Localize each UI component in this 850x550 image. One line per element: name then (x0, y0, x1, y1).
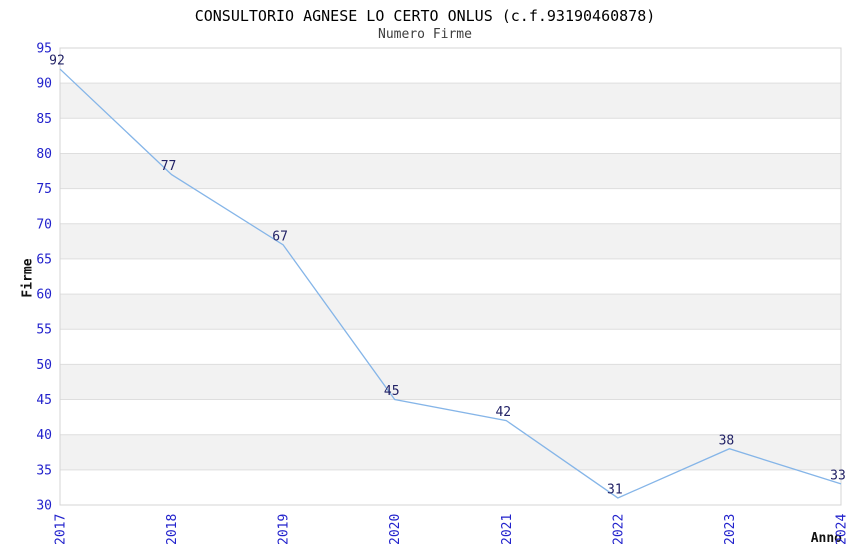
data-point-label: 67 (272, 229, 288, 244)
data-point-label: 31 (607, 482, 623, 497)
y-tick-label: 50 (36, 358, 52, 373)
y-tick-label: 85 (36, 112, 52, 127)
grid-band (60, 118, 841, 154)
x-tick-label: 2017 (54, 514, 69, 545)
grid-band (60, 329, 841, 365)
grid-band (60, 399, 841, 435)
data-point-label: 38 (719, 433, 735, 448)
plot-border (59, 47, 842, 506)
x-tick-label: 2022 (611, 514, 626, 545)
x-tick-label: 2021 (500, 514, 515, 545)
grid-band (60, 258, 841, 295)
grid-band (60, 469, 841, 505)
y-tick-label: 80 (36, 147, 52, 162)
y-tick-label: 30 (36, 499, 52, 514)
y-tick-label: 65 (36, 252, 52, 267)
grid-band (60, 434, 841, 470)
y-tick-label: 60 (36, 288, 52, 303)
y-tick-label: 45 (36, 393, 52, 408)
chart-title: CONSULTORIO AGNESE LO CERTO ONLUS (c.f.9… (194, 7, 656, 25)
x-tick-label: 2018 (165, 514, 180, 545)
grid-band (60, 188, 841, 224)
y-tick-label: 70 (36, 217, 52, 232)
data-point-label: 45 (384, 384, 400, 399)
grid-band (60, 153, 841, 189)
y-tick-label: 40 (36, 428, 52, 443)
x-tick-label: 2024 (835, 514, 850, 545)
data-point-label: 42 (495, 405, 511, 420)
grid-band (60, 48, 841, 84)
data-line (59, 68, 842, 499)
data-point-label: 77 (161, 159, 177, 174)
data-point-label: 92 (49, 54, 65, 69)
x-axis-label: Anno (810, 531, 842, 546)
grid-band (60, 294, 841, 330)
y-tick-label: 90 (36, 77, 52, 92)
x-tick-label: 2020 (388, 514, 403, 545)
y-tick-label: 95 (36, 42, 52, 57)
grid-band (60, 83, 841, 119)
grid-band (60, 364, 841, 400)
x-tick-label: 2019 (277, 514, 292, 545)
y-tick-label: 55 (36, 323, 52, 338)
chart-subtitle: Numero Firme (378, 27, 472, 42)
y-tick-label: 35 (36, 463, 52, 478)
data-point-label: 33 (830, 468, 846, 483)
y-tick-label: 75 (36, 182, 52, 197)
grid-band (60, 223, 841, 259)
x-tick-label: 2023 (723, 514, 738, 545)
